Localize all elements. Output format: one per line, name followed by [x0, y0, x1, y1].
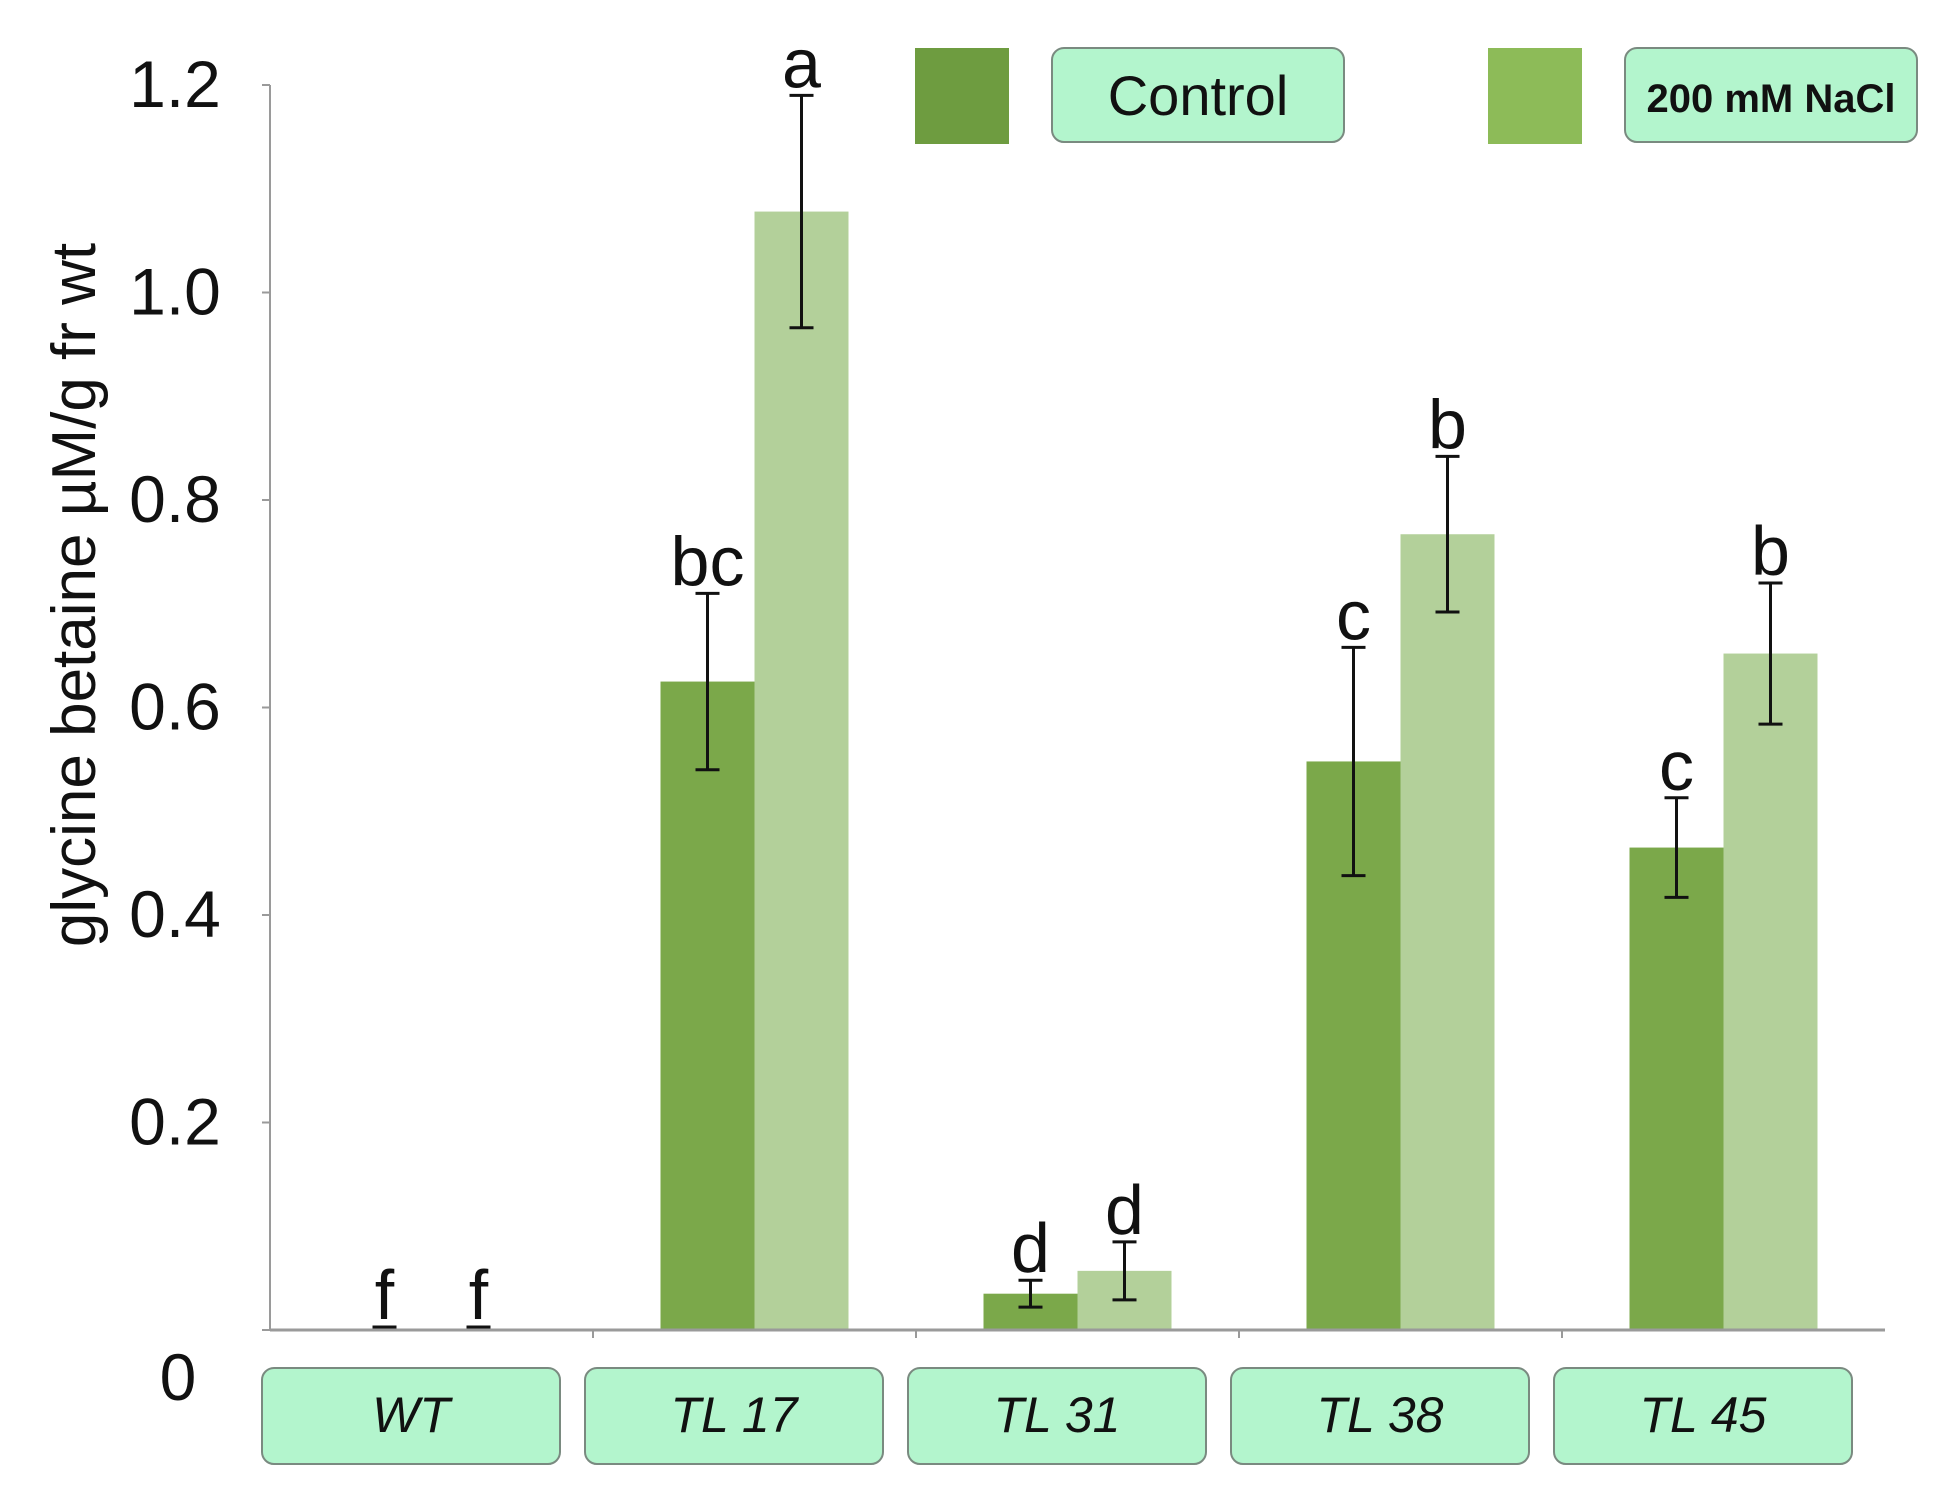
- category-label: TL 17: [671, 1387, 800, 1443]
- significance-letter: a: [782, 24, 821, 102]
- bar-nacl: [1400, 534, 1495, 1330]
- legend-label-box: [1051, 47, 1345, 143]
- legend-label: Control: [1108, 64, 1289, 127]
- y-tick-label: 0: [160, 1340, 197, 1414]
- significance-letter: b: [1751, 512, 1790, 590]
- category-label-box: [584, 1367, 884, 1465]
- category-label: TL 38: [1317, 1387, 1444, 1443]
- y-tick-label: 0.6: [129, 670, 221, 744]
- bars-layer: [372, 93, 1818, 1331]
- category-label-box: [261, 1367, 561, 1465]
- category-label-box: [1230, 1367, 1530, 1465]
- y-tick-label: 1.2: [129, 47, 221, 121]
- significance-letter: c: [1659, 727, 1694, 805]
- category-label: TL 31: [994, 1387, 1121, 1443]
- category-label: TL 45: [1640, 1387, 1767, 1443]
- axes-layer: [262, 84, 1885, 1338]
- category-label: WT: [372, 1387, 453, 1443]
- significance-letter: c: [1336, 576, 1371, 654]
- significance-letter: d: [1011, 1209, 1050, 1287]
- bar-control: [1629, 847, 1724, 1330]
- y-tick-label: 0.4: [129, 877, 221, 951]
- category-label-box: [907, 1367, 1207, 1465]
- y-tick-label: 0.8: [129, 462, 221, 536]
- significance-letter: d: [1105, 1171, 1144, 1249]
- bar-nacl: [1723, 653, 1818, 1330]
- legend-swatch: [915, 48, 1009, 144]
- legend: Control 200 mM NaCl: [915, 47, 1918, 144]
- category-label-box: [1553, 1367, 1853, 1465]
- y-axis-label: glycine betaine µM/g fr wt: [40, 243, 109, 947]
- legend-swatch: [1488, 48, 1582, 144]
- legend-label-box: [1624, 47, 1918, 143]
- y-tick-label: 1.0: [129, 255, 221, 329]
- significance-letter: f: [469, 1256, 489, 1334]
- significance-letter: b: [1428, 385, 1467, 463]
- bar-nacl: [754, 211, 849, 1331]
- significance-letter: f: [375, 1256, 395, 1334]
- legend-label: 200 mM NaCl: [1647, 77, 1896, 121]
- significance-letter: bc: [671, 522, 745, 600]
- bar-control: [660, 681, 755, 1330]
- labels-layer: 0 0.2 0.4 0.6 0.8 1.0 1.2 glycine betaine µM/g …: [40, 24, 1853, 1465]
- y-tick-label: 0.2: [129, 1085, 221, 1159]
